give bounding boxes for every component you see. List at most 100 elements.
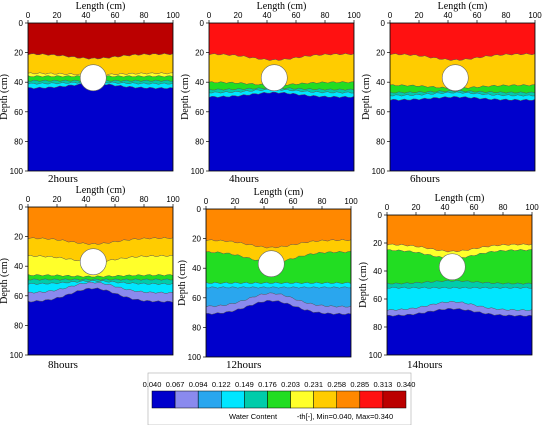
x-tick-label: 100 xyxy=(528,11,542,20)
y-tick-label: 40 xyxy=(14,78,23,87)
y-axis-title: Depth (cm) xyxy=(358,262,369,308)
x-tick-label: 80 xyxy=(321,11,330,20)
legend-subtitle: -th[-], Min=0.040, Max=0.340 xyxy=(297,412,393,421)
contour-bands xyxy=(28,207,173,355)
x-tick-label: 0 xyxy=(385,203,390,212)
x-tick-label: 80 xyxy=(499,203,508,212)
legend-tick-label: 0.067 xyxy=(166,380,185,389)
panel-14hours: 0 20 40 60 80 100 Length (cm) 0 20 40 60 80 100 Depth… xyxy=(358,193,539,371)
x-tick-label: 60 xyxy=(470,203,479,212)
plot-frame xyxy=(389,22,536,172)
legend-tick-label: 0.203 xyxy=(281,380,300,389)
x-axis-title: Length (cm) xyxy=(438,1,488,12)
contour-bands xyxy=(206,209,351,357)
contour-band-0 xyxy=(387,308,532,355)
panel-caption: 4hours xyxy=(229,173,259,185)
contour-band-0 xyxy=(209,91,354,171)
x-axis-title: Length (cm) xyxy=(76,185,126,196)
legend-swatch-1 xyxy=(174,390,199,409)
plot-frame xyxy=(386,214,533,356)
plot-frame xyxy=(27,22,174,172)
panel-8hours: 0 20 40 60 80 100 Length (cm) 0 20 40 60 80 100 Depth… xyxy=(0,185,180,371)
x-axis-title: Length (cm) xyxy=(76,1,126,12)
y-tick-label: 100 xyxy=(10,351,24,360)
x-tick-label: 40 xyxy=(263,11,272,20)
plot-frame xyxy=(27,206,174,356)
y-axis-title: Depth (cm) xyxy=(0,258,10,304)
x-tick-label: 20 xyxy=(415,11,424,20)
x-tick-label: 80 xyxy=(140,195,149,204)
legend-tick-label: 0.040 xyxy=(143,380,162,389)
x-tick-label: 40 xyxy=(82,11,91,20)
legend-swatch-5 xyxy=(267,390,291,409)
plot-frame xyxy=(205,208,352,358)
x-tick-label: 80 xyxy=(140,11,149,20)
panel-caption: 12hours xyxy=(226,359,261,371)
contour-bands xyxy=(28,23,173,171)
legend-swatch-3 xyxy=(221,390,245,409)
y-tick-label: 0 xyxy=(381,19,386,28)
y-tick-label: 60 xyxy=(195,108,204,117)
x-tick-label: 20 xyxy=(412,203,421,212)
legend-tick-label: 0.285 xyxy=(350,380,369,389)
y-tick-label: 0 xyxy=(19,203,24,212)
inclusion-circle xyxy=(257,250,285,278)
y-axis-title: Depth (cm) xyxy=(361,74,372,120)
legend-tick-label: 0.094 xyxy=(189,380,208,389)
x-tick-label: 20 xyxy=(53,195,62,204)
y-tick-label: 20 xyxy=(192,235,201,244)
panel-12hours: 0 20 40 60 80 100 Length (cm) 0 20 40 60 80 100 Depth… xyxy=(177,187,358,371)
legend-tick-label: 0.176 xyxy=(258,380,277,389)
y-axis-ticks: 0 20 40 60 80 100 xyxy=(10,19,28,176)
y-tick-label: 0 xyxy=(197,205,202,214)
y-axis-ticks: 0 20 40 60 80 100 xyxy=(372,19,390,176)
y-tick-label: 0 xyxy=(378,211,383,220)
x-tick-label: 40 xyxy=(444,11,453,20)
y-tick-label: 20 xyxy=(14,49,23,58)
legend-swatch-10 xyxy=(382,390,407,409)
x-tick-label: 60 xyxy=(292,11,301,20)
x-tick-label: 40 xyxy=(82,195,91,204)
x-tick-label: 60 xyxy=(111,195,120,204)
y-tick-label: 20 xyxy=(376,49,385,58)
y-tick-label: 60 xyxy=(14,292,23,301)
x-tick-label: 60 xyxy=(111,11,120,20)
x-tick-label: 80 xyxy=(502,11,511,20)
contour-bands xyxy=(209,23,354,171)
legend-swatch-8 xyxy=(336,390,361,409)
legend-swatch-7 xyxy=(313,390,337,409)
contour-band-0 xyxy=(28,82,173,171)
x-tick-label: 20 xyxy=(234,11,243,20)
x-tick-label: 20 xyxy=(53,11,62,20)
x-axis-ticks: 0 20 40 60 80 100 xyxy=(26,195,180,207)
y-tick-label: 20 xyxy=(373,239,382,248)
y-tick-label: 100 xyxy=(369,351,383,360)
legend-title: Water Content xyxy=(229,412,278,421)
inclusion-circle xyxy=(79,248,107,276)
legend-swatch-0 xyxy=(151,390,176,409)
y-tick-label: 100 xyxy=(188,353,202,362)
y-axis-ticks: 0 20 40 60 80 100 xyxy=(10,203,28,360)
x-tick-label: 80 xyxy=(318,197,327,206)
legend-tick-label: 0.258 xyxy=(327,380,346,389)
x-axis-ticks: 0 20 40 60 80 100 xyxy=(388,11,542,23)
y-tick-label: 20 xyxy=(14,233,23,242)
y-tick-label: 80 xyxy=(373,323,382,332)
panel-6hours: 0 20 40 60 80 100 Length (cm) 0 20 40 60 80 100 Depth… xyxy=(361,1,542,185)
contour-bands xyxy=(390,23,535,171)
y-axis-ticks: 0 20 40 60 80 100 xyxy=(369,211,387,360)
panel-2hours: 0 20 40 60 80 100 Length (cm) 0 20 40 60 80 100 Depth… xyxy=(0,1,180,185)
x-tick-label: 0 xyxy=(204,197,209,206)
y-tick-label: 80 xyxy=(14,321,23,330)
legend-tick-label: 0.313 xyxy=(374,380,393,389)
y-tick-label: 40 xyxy=(376,78,385,87)
x-axis-ticks: 0 20 40 60 80 100 xyxy=(385,203,539,215)
y-tick-label: 80 xyxy=(376,137,385,146)
y-tick-label: 40 xyxy=(373,267,382,276)
panel-caption: 8hours xyxy=(48,359,78,371)
x-tick-label: 100 xyxy=(166,195,180,204)
x-tick-label: 40 xyxy=(260,197,269,206)
legend-swatch-6 xyxy=(290,390,314,409)
y-tick-label: 40 xyxy=(192,264,201,273)
x-tick-label: 40 xyxy=(441,203,450,212)
